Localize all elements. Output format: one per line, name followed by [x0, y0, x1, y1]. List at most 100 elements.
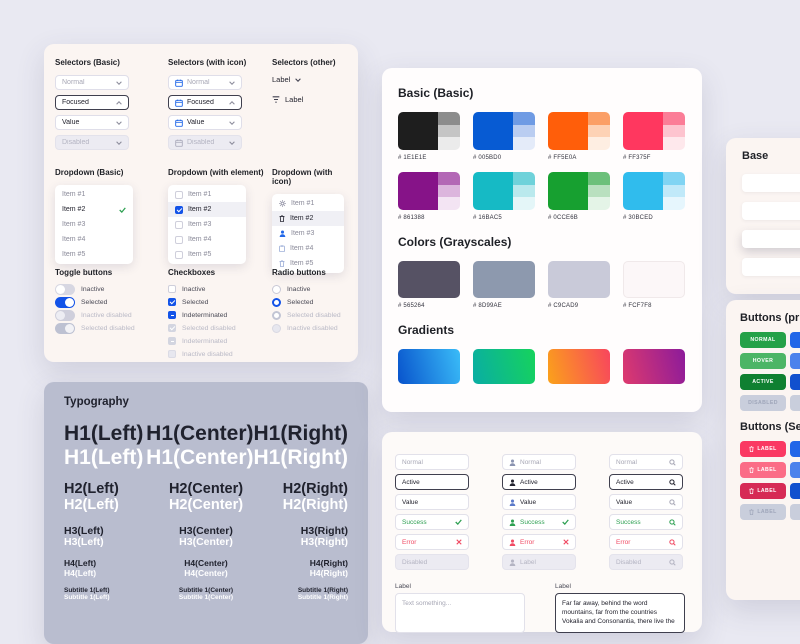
dropdown-item[interactable]: Item #1: [55, 187, 133, 202]
subtitle-center: Subtitle 1(Center): [178, 587, 234, 595]
toggle-label: Inactive disabled: [81, 311, 132, 319]
checkbox[interactable]: [175, 190, 183, 199]
checkbox-selected[interactable]: [168, 298, 176, 306]
textarea-empty[interactable]: [395, 593, 525, 633]
search-value[interactable]: Value: [609, 494, 683, 510]
primary-alt-button[interactable]: [790, 332, 800, 348]
dropdown-item[interactable]: Item #1: [272, 196, 344, 211]
color-hex-label: # 005BD0: [473, 155, 502, 161]
gray-swatch: # 8D99AE: [473, 261, 535, 309]
dropdown-item[interactable]: Item #5: [55, 247, 133, 262]
checkbox-inactive[interactable]: [168, 285, 176, 293]
dropdown-item[interactable]: Item #1: [168, 187, 246, 202]
item-label: Item #2: [290, 215, 314, 222]
select-normal[interactable]: Normal: [55, 75, 129, 90]
primary-alt-button[interactable]: [790, 353, 800, 369]
checkbox-indeterminate[interactable]: [168, 311, 176, 319]
secondary-button-normal[interactable]: LABEL: [740, 441, 786, 457]
input-success[interactable]: Success: [395, 514, 469, 530]
h3-dark-row: H3(Left) H3(Center) H3(Right): [64, 525, 348, 538]
textarea-block-empty: Label: [395, 583, 525, 638]
input-placeholder: Normal: [520, 458, 541, 466]
dropdown-basic-title: Dropdown (Basic): [55, 168, 124, 177]
textarea-filled[interactable]: Far far away, behind the word mountains,…: [555, 593, 685, 633]
primary-button-normal[interactable]: NORMAL: [740, 332, 786, 348]
toggle-inactive[interactable]: [55, 283, 75, 295]
input-placeholder: Disabled: [616, 558, 642, 566]
radio-inactive[interactable]: [272, 284, 281, 294]
input-icon-value[interactable]: Value: [502, 494, 576, 510]
dropdown-item[interactable]: Item #4: [272, 241, 344, 256]
calendar-icon: [175, 119, 183, 127]
base-input[interactable]: [742, 202, 800, 220]
input-value: Success: [616, 518, 641, 526]
checkbox[interactable]: [175, 220, 183, 229]
dropdown-item[interactable]: Item #5: [168, 247, 246, 262]
radio-label: Inactive disabled: [287, 324, 338, 332]
base-input[interactable]: [742, 258, 800, 276]
dropdown-item-selected[interactable]: Item #2: [55, 202, 133, 217]
search-error[interactable]: Error: [609, 534, 683, 550]
toggles-title: Toggle buttons: [55, 268, 113, 277]
checkbox-checked[interactable]: [175, 205, 183, 214]
input-normal[interactable]: Normal: [395, 454, 469, 470]
dropdown-item[interactable]: Item #3: [55, 217, 133, 232]
input-active[interactable]: Active: [395, 474, 469, 490]
input-icon-active[interactable]: Active: [502, 474, 576, 490]
secondary-button-active[interactable]: LABEL: [740, 483, 786, 499]
input-icon-success[interactable]: Success: [502, 514, 576, 530]
dropdown-element-title: Dropdown (with element): [168, 168, 264, 177]
search-success[interactable]: Success: [609, 514, 683, 530]
typography-panel: Typography H1(Left) H1(Center) H1(Right)…: [44, 382, 368, 644]
input-placeholder: Normal: [402, 458, 423, 466]
secondary-button-hover[interactable]: LABEL: [740, 462, 786, 478]
search-active[interactable]: Active: [609, 474, 683, 490]
checkbox[interactable]: [175, 250, 183, 259]
radio-selected[interactable]: [272, 297, 281, 307]
checkbox[interactable]: [175, 235, 183, 244]
select-focused[interactable]: Focused: [55, 95, 129, 110]
calendar-icon: [175, 79, 183, 87]
dropdown-item-selected[interactable]: Item #2: [168, 202, 246, 217]
secondary-alt-button[interactable]: [790, 483, 800, 499]
dropdown-item[interactable]: Item #5: [272, 256, 344, 271]
input-value[interactable]: Value: [395, 494, 469, 510]
dropdown-item[interactable]: Item #3: [272, 226, 344, 241]
label-selector[interactable]: Label: [272, 75, 350, 84]
h3-center-white: H3(Center): [179, 536, 233, 549]
chevron-down-icon: [295, 77, 302, 82]
select-label: Value: [62, 119, 80, 126]
primary-button-active[interactable]: ACTIVE: [740, 374, 786, 390]
chevron-down-icon: [116, 80, 122, 85]
input-error[interactable]: Error: [395, 534, 469, 550]
dropdown-item-selected[interactable]: Item #2: [272, 211, 344, 226]
color-swatch: # 30BCED: [623, 172, 685, 221]
filter-selector[interactable]: Label: [272, 95, 350, 104]
select-icon-value[interactable]: Value: [168, 115, 242, 130]
input-icon-error[interactable]: Error: [502, 534, 576, 550]
base-input-raised[interactable]: [742, 230, 800, 248]
checkbox-indeterminate-disabled: [168, 337, 176, 345]
dropdown-item[interactable]: Item #4: [55, 232, 133, 247]
check-icon: [562, 519, 569, 525]
search-normal[interactable]: Normal: [609, 454, 683, 470]
primary-alt-button[interactable]: [790, 374, 800, 390]
select-label: Focused: [62, 99, 89, 106]
item-label: Item #4: [62, 236, 86, 243]
dropdown-item[interactable]: Item #4: [168, 232, 246, 247]
toggle-selected[interactable]: [55, 296, 75, 308]
search-icon: [669, 538, 676, 546]
dropdown-item[interactable]: Item #3: [168, 217, 246, 232]
select-icon-normal[interactable]: Normal: [168, 75, 242, 90]
primary-button-hover[interactable]: HOVER: [740, 353, 786, 369]
input-value: Success: [520, 518, 545, 526]
select-icon-focused[interactable]: Focused: [168, 95, 242, 110]
secondary-alt-button[interactable]: [790, 441, 800, 457]
color-hex-label: # 0CCE6B: [548, 215, 578, 221]
color-hex-label: # 8D99AE: [473, 303, 502, 309]
select-value[interactable]: Value: [55, 115, 129, 130]
color-swatch: # 861388: [398, 172, 460, 221]
secondary-alt-button[interactable]: [790, 462, 800, 478]
base-input[interactable]: [742, 174, 800, 192]
input-icon-normal[interactable]: Normal: [502, 454, 576, 470]
